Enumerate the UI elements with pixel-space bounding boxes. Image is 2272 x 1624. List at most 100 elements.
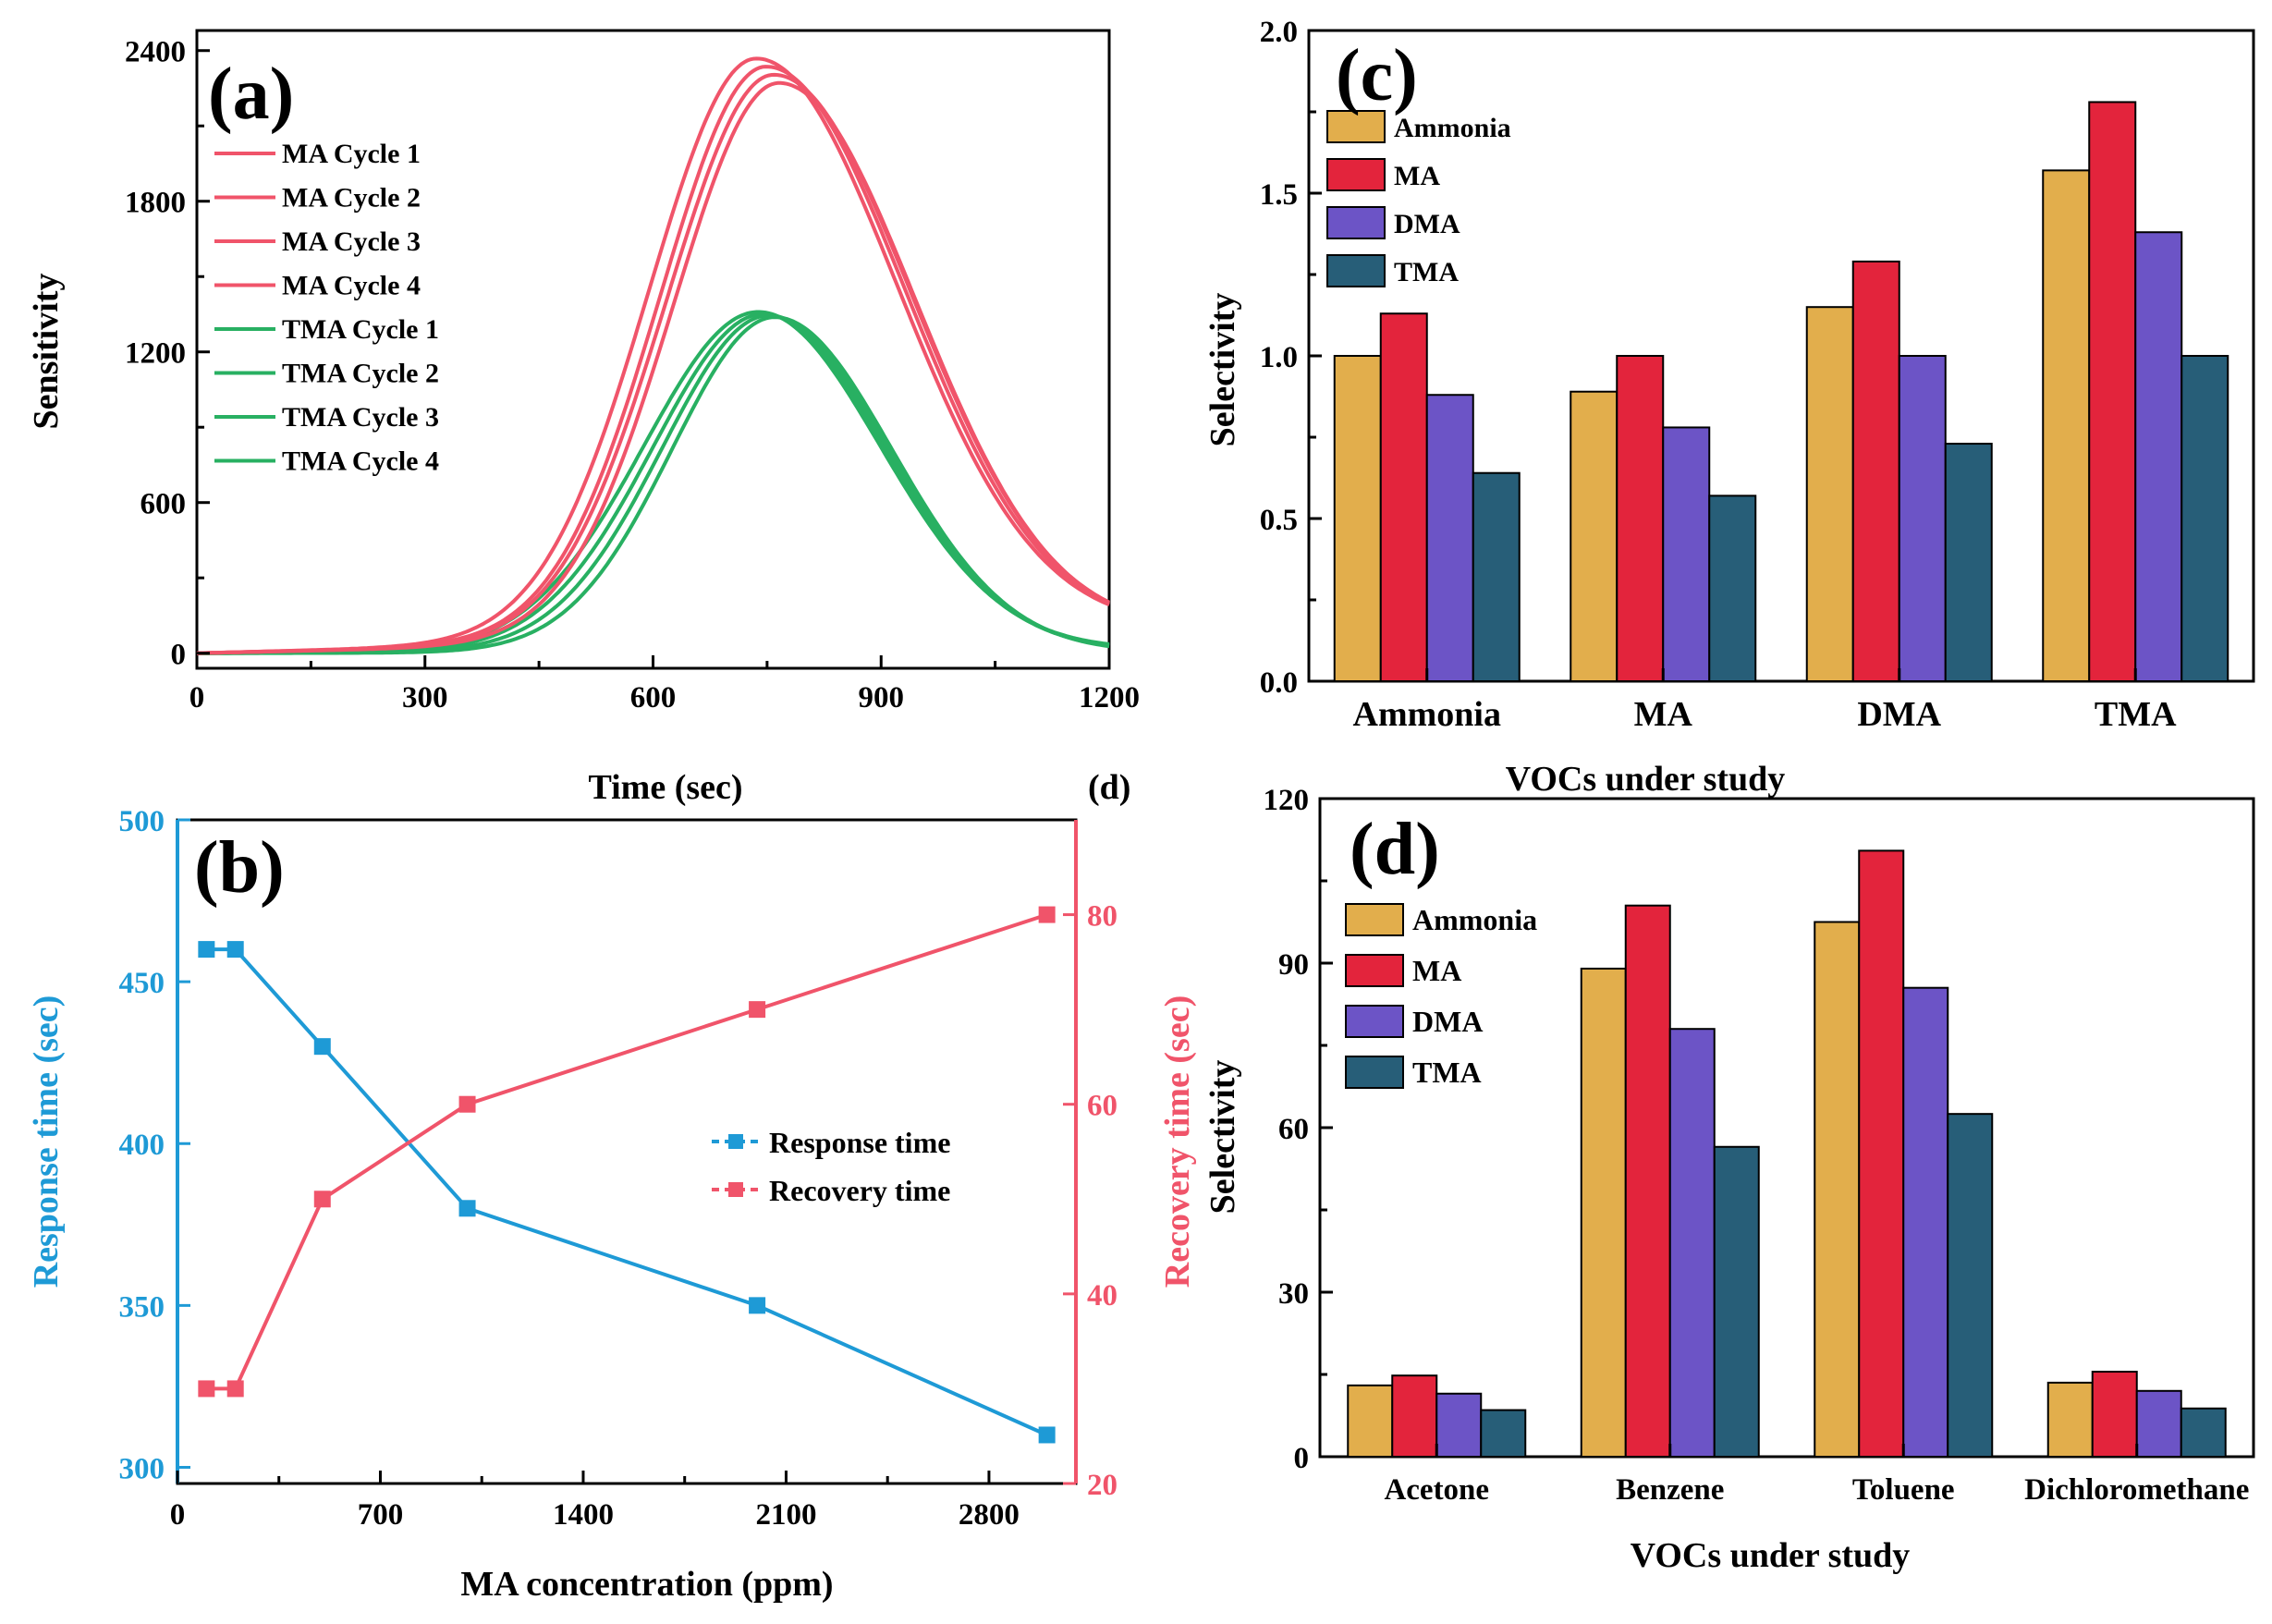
legend-label: TMA Cycle 3 [282, 402, 439, 433]
panel-b-ytick-right-label: 40 [1087, 1279, 1118, 1313]
panel-d-category-label: Benzene [1616, 1473, 1724, 1507]
bar-dma-ammonia [1805, 306, 1854, 682]
legend-entry-ma-cycle-1: MA Cycle 1 [214, 139, 421, 169]
bar-acetone-ma [1391, 1374, 1438, 1458]
panel-d-category-label: Toluene [1852, 1473, 1955, 1507]
legend-swatch-marker [728, 1182, 743, 1197]
panel-c-ticks: 0.0 0.5 1.0 1.5 2.0 Ammonia MA DMA TMA [1260, 16, 2177, 734]
legend-label: Ammonia [1412, 903, 1537, 936]
legend-label: TMA [1394, 257, 1459, 287]
data-point [1038, 1426, 1056, 1444]
data-point [226, 1380, 244, 1398]
series-tma-cycle-4 [197, 315, 1110, 655]
panel-c-ytick-label: 1.0 [1260, 341, 1298, 374]
legend-entry-tma-cycle-4: TMA Cycle 4 [214, 446, 439, 477]
legend-entry-ammonia: Ammonia [1326, 110, 1511, 143]
series-response-time [198, 941, 1056, 1444]
legend-entry-tma-cycle-3: TMA Cycle 3 [214, 402, 439, 433]
bar-ma-ammonia [1570, 390, 1618, 682]
legend-entry-tma: TMA [1326, 254, 1459, 287]
legend-swatch-marker [728, 1134, 743, 1149]
legend-entry-tma-cycle-2: TMA Cycle 2 [214, 359, 439, 389]
legend-swatch [1345, 1056, 1404, 1089]
data-point [313, 1191, 331, 1208]
legend-entry-ma: MA [1326, 158, 1440, 191]
panel-b-ytick-right-label: 60 [1087, 1090, 1118, 1123]
panel-c-legend: Ammonia MA DMA TMA [1326, 110, 1511, 287]
legend-swatch [1326, 110, 1386, 143]
legend-label: MA [1412, 954, 1461, 987]
panel-d-ytick-label: 0 [1294, 1442, 1310, 1475]
legend-swatch [1326, 206, 1386, 239]
panel-a: 0 300 600 900 1200 0 600 1200 1800 2400 MA Cycle … [27, 29, 1140, 807]
panel-d-ticks: 0 30 60 90 120 Acetone Benzene Toluene Dichlorom… [1264, 784, 2250, 1507]
bar-tma-tma [2180, 355, 2229, 682]
panel-b-ytick-label: 300 [119, 1452, 165, 1485]
panel-d-frame [1318, 797, 2255, 1459]
panel-d-ytick-label: 120 [1264, 784, 1310, 817]
legend-entry-ammonia: Ammonia [1345, 903, 1537, 936]
legend-label: TMA [1412, 1056, 1482, 1089]
bar-toluene-tma [1947, 1113, 1994, 1458]
legend-label: TMA Cycle 2 [282, 359, 439, 389]
panel-c-ytick-label: 2.0 [1260, 16, 1298, 49]
legend-label: MA Cycle 3 [282, 226, 421, 257]
legend-label: TMA Cycle 1 [282, 314, 439, 345]
panel-a-xtick-label: 0 [189, 681, 205, 714]
panel-c-category-label: MA [1634, 695, 1693, 734]
data-point [749, 1001, 766, 1019]
panel-c: 0.0 0.5 1.0 1.5 2.0 Ammonia MA DMA TMA Ammonia MA… [1203, 16, 2255, 799]
legend-entry-ma-cycle-2: MA Cycle 2 [214, 183, 421, 214]
legend-swatch [1345, 954, 1404, 987]
legend-label: Ammonia [1394, 113, 1511, 143]
panel-a-ytick-label: 600 [140, 488, 187, 521]
data-point [226, 941, 244, 959]
panel-c-ytick-label: 0.5 [1260, 504, 1298, 537]
panel-a-ytick-label: 1800 [125, 187, 186, 220]
panel-a-xtick-label: 300 [402, 681, 448, 714]
panel-b-ytick-label: 350 [119, 1290, 165, 1324]
panel-c-bars [1333, 101, 2229, 683]
panel-d-category-label: Acetone [1384, 1473, 1489, 1507]
panel-b-ytick-right-label: 20 [1087, 1469, 1118, 1502]
panel-a-curves [196, 56, 1110, 655]
legend-label: Response time [769, 1126, 950, 1159]
panel-d-ytick-label: 30 [1278, 1277, 1309, 1311]
panel-b-ytick-label: 500 [119, 805, 165, 838]
legend-label: DMA [1412, 1005, 1483, 1038]
panel-b-xtick-label: 1400 [553, 1498, 614, 1532]
legend-label: TMA Cycle 4 [282, 446, 439, 477]
bar-benzene-dma [1668, 1028, 1716, 1458]
panel-b-label: (b) [194, 827, 285, 909]
panel-c-category-label: Ammonia [1353, 695, 1501, 734]
bar-dma-ma [1851, 260, 1900, 682]
legend-swatch [1326, 158, 1386, 191]
bar-dichloromethane-tma [2180, 1407, 2227, 1458]
bar-dma-tma [1944, 443, 1993, 682]
panel-a-xtick-label: 600 [630, 681, 677, 714]
panel-d-label: (d) [1350, 809, 1440, 890]
bar-ma-dma [1662, 426, 1711, 682]
panel-d-xlabel: VOCs under study [1631, 1536, 1911, 1575]
panel-c-ytick-label: 0.0 [1260, 666, 1298, 700]
bar-benzene-ammonia [1580, 967, 1627, 1458]
panel-b-ytick-label: 450 [119, 967, 165, 1000]
bar-ammonia-tma [1472, 471, 1521, 682]
data-point [458, 1095, 476, 1113]
bar-ammonia-dma [1425, 394, 1474, 682]
panel-b-xtick-label: 0 [170, 1498, 186, 1532]
panel-a-label: (a) [208, 54, 294, 135]
legend-entry-dma: DMA [1326, 206, 1460, 239]
panel-a-ylabel: Sensitivity [27, 274, 66, 430]
bar-benzene-ma [1624, 904, 1671, 1458]
panel-c-xlabel: VOCs under study [1506, 760, 1786, 799]
panel-c-ytick-label: 1.5 [1260, 178, 1298, 212]
legend-label: MA Cycle 4 [282, 271, 421, 301]
series-recovery-time [198, 906, 1056, 1398]
legend-label: MA Cycle 1 [282, 139, 421, 169]
panel-a-xtick-label: 1200 [1079, 681, 1140, 714]
legend-entry-ma: MA [1345, 954, 1461, 987]
panel-b-ytick-label: 400 [119, 1129, 165, 1162]
bar-tma-ammonia [2042, 169, 2091, 683]
legend-entry-dma: DMA [1345, 1005, 1483, 1038]
